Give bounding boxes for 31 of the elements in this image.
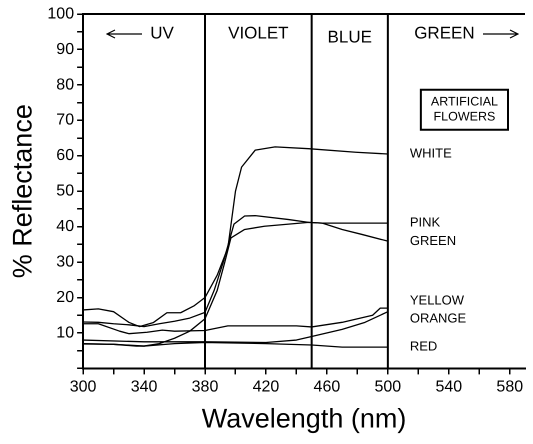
y-tick-label: 50 bbox=[56, 182, 74, 200]
series-label: RED bbox=[410, 338, 438, 354]
annotation: VIOLET bbox=[228, 24, 289, 43]
y-tick-label: 60 bbox=[56, 147, 74, 164]
annotation: GREEN bbox=[414, 24, 475, 43]
legend-title: ARTIFICIAL FLOWERS bbox=[430, 94, 498, 124]
series-label: GREEN bbox=[410, 232, 456, 248]
x-tick-label: 300 bbox=[70, 378, 97, 396]
y-tick-label: 100 bbox=[47, 5, 74, 22]
y-tick-label: 10 bbox=[56, 324, 74, 342]
x-tick-label: 540 bbox=[435, 378, 462, 396]
x-tick-label: 380 bbox=[192, 378, 218, 396]
y-tick-label: 90 bbox=[56, 40, 74, 58]
y-tick-label: 30 bbox=[56, 253, 74, 270]
x-tick-label: 460 bbox=[314, 378, 340, 396]
x-tick-label: 340 bbox=[130, 378, 158, 396]
series-label: PINK bbox=[410, 214, 441, 230]
x-axis-title: Wavelength (nm) bbox=[202, 403, 406, 434]
annotation: BLUE bbox=[328, 28, 372, 47]
annotation: UV bbox=[150, 24, 175, 43]
series-label: WHITE bbox=[410, 146, 452, 161]
x-tick-label: 580 bbox=[496, 378, 524, 396]
y-tick-label: 70 bbox=[56, 112, 74, 129]
y-tick-label: 40 bbox=[56, 218, 74, 236]
series-label: YELLOW bbox=[410, 292, 465, 308]
series-label: ORANGE bbox=[410, 310, 467, 326]
x-tick-label: 500 bbox=[374, 378, 402, 396]
x-tick-label: 420 bbox=[252, 378, 280, 396]
y-axis-title: % Reflectance bbox=[8, 104, 38, 278]
y-tick-label: 20 bbox=[56, 288, 74, 306]
y-tick-label: 80 bbox=[56, 76, 74, 94]
